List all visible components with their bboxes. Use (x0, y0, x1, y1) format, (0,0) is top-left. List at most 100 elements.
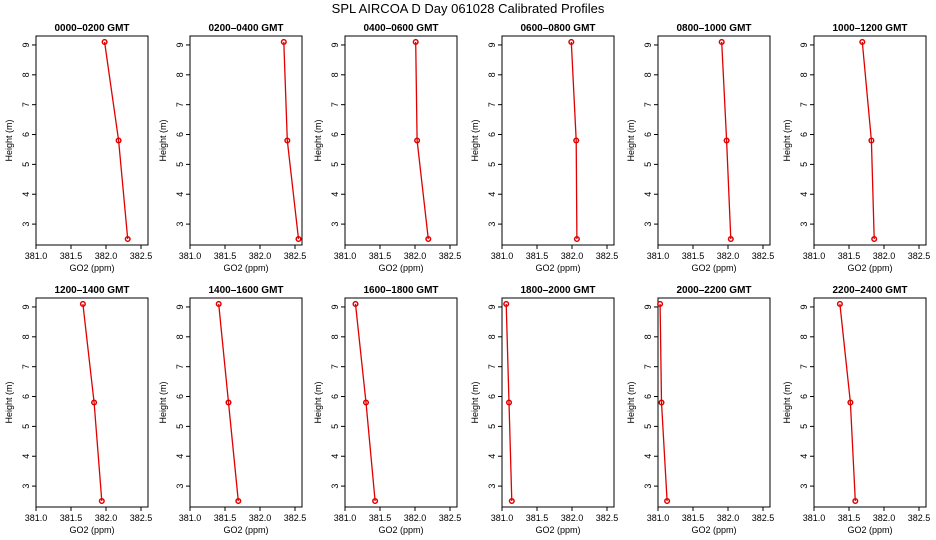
y-tick-label: 8 (330, 72, 340, 77)
profile-point (414, 137, 421, 144)
plot-frame (35, 297, 149, 508)
y-tick-label: 4 (21, 454, 31, 459)
profile-point (101, 38, 108, 46)
x-tick-label: 382.0 (873, 513, 896, 523)
profile-line (839, 303, 856, 502)
profile-panel: 0400–0600 GMT 381.0 381.5 382.0 382.5 3 4 5 6 7 8 9… (313, 23, 461, 273)
x-tick-label: 381.0 (334, 251, 357, 261)
y-tick-label: 6 (175, 394, 185, 399)
y-tick-label: 7 (799, 102, 809, 107)
x-tick-label: 382.5 (130, 513, 153, 523)
x-tick-label: 382.0 (561, 251, 584, 261)
figure-title: SPL AIRCOA D Day 061028 Calibrated Profi… (332, 1, 605, 16)
y-tick-label: 7 (487, 364, 497, 369)
y-tick-label: 6 (643, 394, 653, 399)
x-tick-label: 382.0 (95, 251, 118, 261)
y-tick-label: 5 (643, 162, 653, 167)
x-axis-label: GO2 (ppm) (378, 525, 423, 535)
profile-point (362, 399, 370, 406)
y-tick-label: 3 (175, 222, 185, 227)
x-tick-label: 381.5 (369, 251, 392, 261)
profile-point (79, 300, 86, 308)
y-tick-label: 8 (487, 334, 497, 339)
x-tick-label: 381.0 (179, 513, 202, 523)
x-tick-label: 382.5 (284, 513, 307, 523)
profile-point (215, 300, 222, 308)
y-axis-label: Height (m) (4, 119, 14, 161)
profile-line (82, 303, 103, 502)
profile-point (295, 235, 302, 243)
profile-point (859, 38, 866, 46)
y-axis-label: Height (m) (313, 381, 323, 423)
y-tick-label: 5 (21, 162, 31, 167)
x-tick-label: 381.5 (838, 251, 861, 261)
x-axis-label: GO2 (ppm) (378, 263, 423, 273)
y-tick-label: 3 (643, 222, 653, 227)
profile-line (505, 303, 513, 502)
y-tick-label: 5 (643, 424, 653, 429)
profile-panel: 0200–0400 GMT 381.0 381.5 382.0 382.5 3 4 5 6 7 8 9… (158, 23, 306, 273)
y-tick-label: 3 (799, 222, 809, 227)
plot-frame (813, 297, 927, 508)
y-tick-label: 8 (21, 334, 31, 339)
y-tick-label: 9 (643, 304, 653, 309)
plot-frame (657, 297, 771, 508)
y-axis-label: Height (m) (782, 381, 792, 423)
x-tick-label: 381.0 (334, 513, 357, 523)
x-tick-label: 381.0 (803, 251, 826, 261)
y-tick-label: 6 (21, 132, 31, 137)
profile-point (836, 300, 843, 308)
profile-point (664, 497, 671, 505)
y-tick-label: 4 (643, 454, 653, 459)
profile-point (658, 399, 665, 406)
x-tick-label: 381.5 (214, 513, 237, 523)
x-tick-label: 381.0 (25, 251, 48, 261)
profile-point (372, 497, 379, 505)
y-tick-label: 8 (799, 334, 809, 339)
y-tick-label: 6 (487, 394, 497, 399)
y-tick-label: 5 (175, 162, 185, 167)
x-tick-label: 382.0 (717, 251, 740, 261)
x-tick-label: 381.5 (60, 251, 83, 261)
x-tick-label: 381.5 (526, 513, 549, 523)
profile-point (657, 300, 664, 308)
y-tick-label: 4 (330, 454, 340, 459)
y-tick-label: 5 (799, 424, 809, 429)
y-tick-label: 7 (330, 364, 340, 369)
y-tick-label: 7 (643, 102, 653, 107)
y-tick-label: 5 (175, 424, 185, 429)
y-axis-label: Height (m) (626, 381, 636, 423)
x-tick-label: 382.5 (908, 251, 931, 261)
y-tick-label: 7 (175, 364, 185, 369)
profile-point (573, 137, 580, 144)
x-tick-label: 382.0 (873, 251, 896, 261)
x-tick-label: 381.0 (25, 513, 48, 523)
x-axis-label: GO2 (ppm) (847, 263, 892, 273)
profile-line (721, 41, 732, 240)
x-axis-label: GO2 (ppm) (69, 263, 114, 273)
plot-frame (657, 35, 771, 246)
y-tick-label: 4 (21, 192, 31, 197)
profile-panel: 0000–0200 GMT 381.0 381.5 382.0 382.5 3 4 5 6 7 8 9… (4, 23, 152, 273)
y-tick-label: 4 (643, 192, 653, 197)
profile-point (225, 399, 232, 406)
y-axis-label: Height (m) (158, 119, 168, 161)
profile-point (115, 137, 122, 144)
x-tick-label: 381.0 (491, 513, 514, 523)
x-axis-label: GO2 (ppm) (691, 263, 736, 273)
profile-point (412, 38, 419, 46)
y-tick-label: 3 (330, 484, 340, 489)
x-axis-label: GO2 (ppm) (535, 525, 580, 535)
y-tick-label: 9 (799, 42, 809, 47)
profile-point (868, 137, 875, 144)
panel-title: 1600–1800 GMT (363, 285, 438, 296)
y-tick-label: 9 (21, 42, 31, 47)
x-tick-label: 381.5 (838, 513, 861, 523)
x-tick-label: 382.0 (561, 513, 584, 523)
plot-frame (189, 297, 303, 508)
y-tick-label: 3 (21, 484, 31, 489)
y-tick-label: 4 (330, 192, 340, 197)
y-tick-label: 5 (21, 424, 31, 429)
x-tick-label: 382.5 (439, 251, 462, 261)
